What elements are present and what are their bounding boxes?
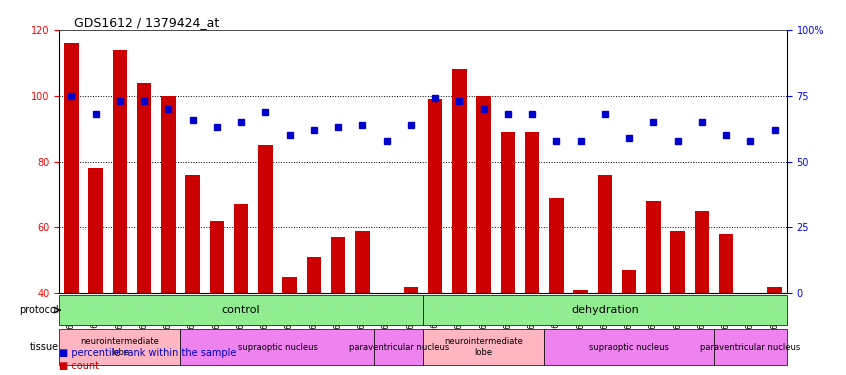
FancyBboxPatch shape [423, 329, 544, 366]
Bar [161, 96, 176, 293]
FancyBboxPatch shape [544, 329, 714, 366]
Text: supraoptic nucleus: supraoptic nucleus [238, 343, 317, 352]
Bar [549, 198, 563, 293]
Bar [501, 132, 515, 293]
FancyBboxPatch shape [59, 295, 423, 325]
Bar [767, 287, 782, 293]
Bar [137, 82, 151, 293]
Bar [452, 69, 467, 293]
Bar [476, 96, 491, 293]
Bar [574, 290, 588, 293]
Text: protocol: protocol [19, 305, 59, 315]
Text: paraventricular nucleus: paraventricular nucleus [700, 343, 800, 352]
Bar [185, 175, 200, 293]
Text: neurointermediate
lobe: neurointermediate lobe [444, 338, 523, 357]
Text: tissue: tissue [30, 342, 59, 352]
Bar [233, 204, 249, 293]
Bar [597, 175, 613, 293]
Bar [283, 277, 297, 293]
Bar [210, 221, 224, 293]
Bar [331, 237, 345, 293]
Text: dehydration: dehydration [571, 305, 639, 315]
Bar [719, 234, 733, 293]
Bar [525, 132, 540, 293]
FancyBboxPatch shape [59, 329, 180, 366]
Bar [355, 231, 370, 293]
Bar [306, 257, 321, 293]
Text: GDS1612 / 1379424_at: GDS1612 / 1379424_at [74, 16, 219, 29]
Bar [113, 50, 127, 293]
Bar [64, 43, 79, 293]
Bar [88, 168, 103, 293]
FancyBboxPatch shape [714, 329, 787, 366]
Bar [695, 211, 709, 293]
Bar [258, 145, 272, 293]
Bar [404, 287, 418, 293]
Text: control: control [222, 305, 261, 315]
FancyBboxPatch shape [180, 329, 375, 366]
Bar [646, 201, 661, 293]
Text: supraoptic nucleus: supraoptic nucleus [589, 343, 669, 352]
Text: neurointermediate
lobe: neurointermediate lobe [80, 338, 159, 357]
Bar [428, 99, 442, 293]
Bar [670, 231, 685, 293]
Text: paraventricular nucleus: paraventricular nucleus [349, 343, 449, 352]
Text: ■ count: ■ count [59, 361, 99, 371]
FancyBboxPatch shape [423, 295, 787, 325]
Bar [622, 270, 636, 293]
FancyBboxPatch shape [375, 329, 423, 366]
Text: ■ percentile rank within the sample: ■ percentile rank within the sample [59, 348, 237, 358]
